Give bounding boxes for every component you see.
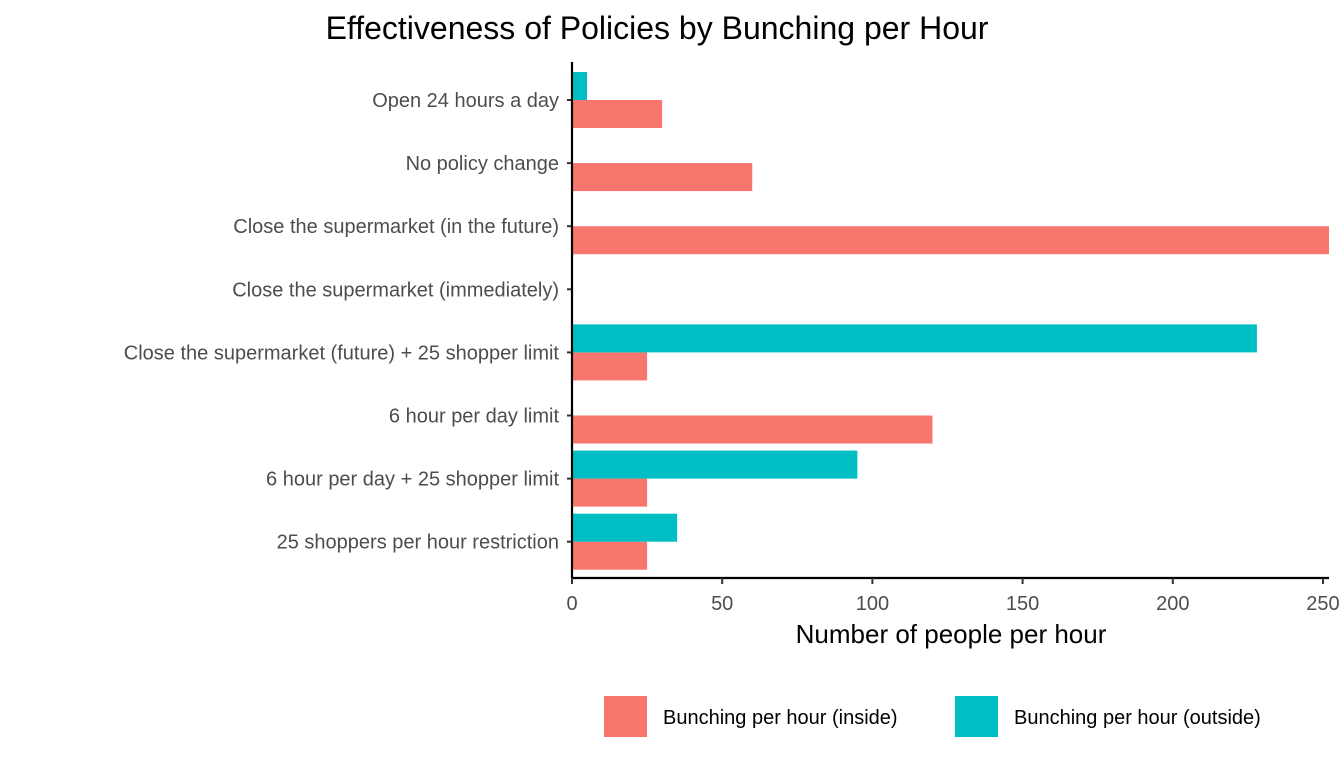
y-tick-label-close-the-supermarket-in-the-future: Close the supermarket (in the future) <box>233 216 559 238</box>
x-tick-label-50: 50 <box>711 593 733 615</box>
bar-inside-6-hour-per-day-25-shopper-limit <box>572 478 648 507</box>
bars-group <box>572 72 1329 570</box>
bar-outside-close-the-supermarket-future-25-shopper-limit <box>572 324 1257 353</box>
y-tick-label-close-the-supermarket-future-25-shopper-limit: Close the supermarket (future) + 25 shop… <box>124 342 560 364</box>
x-axis: 0 50 100 150 200 250 <box>566 576 1340 615</box>
y-axis: Open 24 hours a day No policy change Close… <box>124 62 574 578</box>
y-tick-label-open-24-hours-a-day: Open 24 hours a day <box>372 90 559 112</box>
chart-title: Effectiveness of Policies by Bunching pe… <box>326 10 989 46</box>
legend-key-outside <box>955 696 998 737</box>
y-tick-label-25-shoppers-per-hour-restriction: 25 shoppers per hour restriction <box>277 532 559 554</box>
bar-outside-open-24-hours-a-day <box>572 72 588 100</box>
y-tick-label-close-the-supermarket-immediately: Close the supermarket (immediately) <box>232 279 559 301</box>
legend-label-inside: Bunching per hour (inside) <box>663 707 898 729</box>
bar-inside-6-hour-per-day-limit <box>572 415 933 444</box>
legend: Bunching per hour (inside) Bunching per h… <box>604 696 1261 737</box>
x-tick-label-250: 250 <box>1306 593 1339 615</box>
x-axis-label: Number of people per hour <box>796 619 1107 649</box>
bar-inside-open-24-hours-a-day <box>572 100 663 128</box>
y-tick-label-6-hour-per-day-25-shopper-limit: 6 hour per day + 25 shopper limit <box>266 469 559 491</box>
legend-label-outside: Bunching per hour (outside) <box>1014 707 1261 729</box>
legend-key-inside <box>604 696 647 737</box>
x-tick-label-200: 200 <box>1156 593 1189 615</box>
x-tick-label-0: 0 <box>566 593 577 615</box>
bar-inside-close-the-supermarket-future-25-shopper-limit <box>572 352 648 381</box>
bar-outside-6-hour-per-day-25-shopper-limit <box>572 450 858 479</box>
x-tick-label-100: 100 <box>856 593 889 615</box>
bar-inside-no-policy-change <box>572 163 753 192</box>
y-tick-label-no-policy-change: No policy change <box>406 153 559 175</box>
bar-inside-25-shoppers-per-hour-restriction <box>572 541 648 570</box>
x-tick-label-150: 150 <box>1006 593 1039 615</box>
bar-inside-close-the-supermarket-in-the-future <box>572 226 1329 255</box>
y-tick-label-6-hour-per-day-limit: 6 hour per day limit <box>389 406 560 428</box>
bar-outside-25-shoppers-per-hour-restriction <box>572 513 678 542</box>
